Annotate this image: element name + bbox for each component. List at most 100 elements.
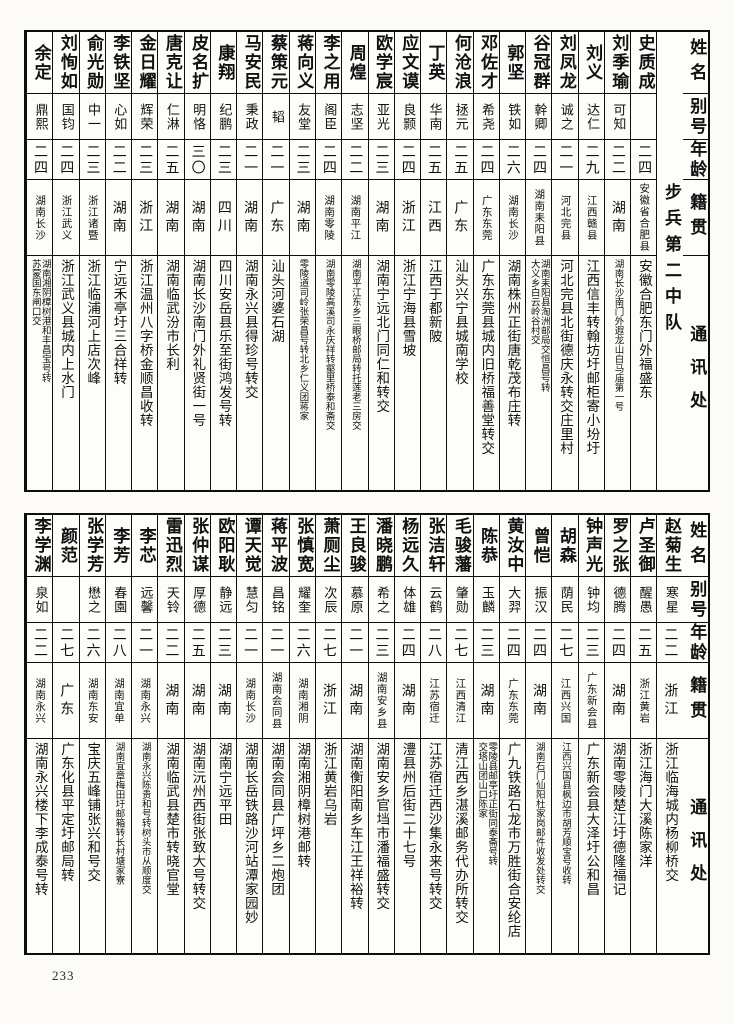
person-name-text: 刘义	[582, 43, 603, 82]
person-column: 皮名扩 明恪 三〇 湖南 湖南长沙南门外礼贤街一号	[183, 32, 210, 490]
header-name-text: 姓名	[686, 37, 707, 88]
person-native-place: 湖南永兴	[27, 663, 53, 739]
person-native-place: 浙江	[316, 663, 342, 739]
person-native-place: 湖南平江	[342, 180, 368, 256]
person-name: 毛骏藩	[447, 515, 473, 577]
person-native-place-text: 湖南	[189, 682, 206, 719]
person-name-text: 欧学宸	[372, 34, 393, 91]
person-native-place-text: 浙江诸暨	[86, 194, 99, 241]
person-alias: 鼎熙	[27, 94, 53, 140]
person-name: 陈恭	[473, 515, 499, 577]
person-alias: 体雄	[394, 577, 421, 623]
person-native-place: 湖南会同县	[263, 663, 289, 739]
person-age-text: 二五	[636, 626, 653, 659]
person-age-text: 二二	[110, 143, 127, 176]
person-name: 钟声光	[578, 515, 604, 577]
person-name: 谷冠群	[526, 32, 552, 94]
person-name: 皮名扩	[184, 32, 210, 94]
person-age-text: 二四	[399, 626, 416, 659]
person-age: 二九	[578, 140, 604, 180]
person-name-text: 张洁轩	[424, 517, 445, 574]
person-age-text: 二二	[347, 143, 364, 176]
person-native-place-text: 湖南	[242, 199, 259, 236]
person-name-text: 蔡策元	[266, 34, 287, 91]
person-alias-text: 昌铭	[268, 585, 284, 614]
person-age: 二四	[394, 623, 421, 663]
person-native-place: 湖南	[342, 663, 368, 739]
person-age: 二二	[342, 140, 368, 180]
person-address: 广东化县平定圩邮局转	[53, 739, 78, 953]
person-native-place-text: 湖南长沙	[506, 194, 519, 241]
person-age-text: 二五	[163, 143, 180, 176]
person-name: 颜范	[53, 515, 79, 577]
person-native-place: 湖南长沙	[237, 663, 263, 739]
person-age: 二二	[105, 140, 132, 180]
person-name-text: 赵菊生	[660, 517, 681, 574]
person-address-text: 广九铁路石龙市万胜街合安纶店	[504, 742, 521, 938]
person-age: 二七	[316, 623, 342, 663]
person-age-text: 二七	[58, 626, 75, 659]
person-age-text: 二四	[478, 143, 495, 176]
person-age: 二四	[473, 140, 499, 180]
person-address-split: 湖南耒阳县淘洲邮局交恒昌号转 大义乡白云岭谷村交	[526, 259, 551, 489]
person-alias-text: 希之	[373, 585, 389, 614]
person-column: 杨远久 体雄 二四 湖南 澧县州后街二十七号	[393, 515, 421, 953]
person-native-place: 浙江	[657, 663, 683, 739]
person-column: 萧厕尘 次辰 二七 浙江 浙江黄岩乌岩	[315, 515, 342, 953]
person-native-place: 江西	[421, 180, 447, 256]
person-name-text: 丁英	[424, 43, 445, 82]
person-alias-text: 国钧	[58, 102, 74, 131]
person-alias: 达仁	[578, 94, 604, 140]
person-address-text: 交塔山团山口陈家	[476, 742, 488, 818]
person-name: 张慎宽	[289, 515, 316, 577]
person-address-text: 湖南会同县广坪乡二炮团	[268, 742, 285, 896]
person-age-text: 二四	[32, 143, 48, 176]
person-address: 浙江黄岩乌岩	[316, 739, 341, 953]
person-age: 二八	[421, 623, 447, 663]
person-alias: 泉如	[27, 577, 53, 623]
person-native-place-text: 浙江	[662, 682, 679, 719]
person-address: 浙江海门大溪陈家洋	[631, 739, 656, 953]
person-name-text: 张学芳	[83, 517, 104, 574]
person-alias-text: 中一	[85, 102, 101, 131]
person-native-place: 浙江	[394, 180, 421, 256]
person-native-place: 湖南零陵	[316, 180, 342, 256]
person-name-text: 王良骏	[345, 517, 366, 574]
person-name: 刘凤龙	[552, 32, 578, 94]
person-alias: 次辰	[316, 577, 342, 623]
person-column: 欧阳耿 静远 二三 湖南 湖南宁远平田	[209, 515, 237, 953]
person-address-text: 湖南湘阴樟树港和丰昌宝号转	[39, 259, 51, 383]
person-alias: 远馨	[132, 577, 158, 623]
person-name: 唐克让	[158, 32, 184, 94]
person-alias-text: 云鹤	[426, 585, 442, 614]
person-age: 二七	[552, 623, 578, 663]
person-address: 零陵县邮亭圩正街同泰斋号转 交塔山团山口陈家	[474, 739, 499, 953]
person-name-text: 胡森	[555, 526, 576, 565]
person-age-text: 三〇	[189, 143, 206, 176]
person-name-text: 李芯	[135, 526, 156, 565]
person-native-place: 广东新会县	[578, 663, 604, 739]
person-address: 浙江武义县城内上水门	[53, 256, 78, 490]
person-age-text: 二一	[242, 626, 259, 659]
person-alias-text: 肇勋	[452, 585, 468, 614]
person-name: 谭天觉	[237, 515, 263, 577]
person-age: 二一	[237, 140, 263, 180]
person-address-split: 湖南湘阴樟树港和丰昌宝号转 苏蒙国东闸口交	[27, 259, 52, 489]
person-address-text: 江西兴国县枫边市胡芳顺宝号收转	[560, 742, 572, 885]
person-address-text: 湖南临武县楚市转晓官堂	[163, 742, 180, 896]
person-column: 胡森 荫民 二七 江西兴国 江西兴国县枫边市胡芳顺宝号收转	[551, 515, 578, 953]
person-alias: 云鹤	[421, 577, 447, 623]
person-age: 二三	[210, 623, 237, 663]
person-name-text: 周煌	[345, 43, 366, 82]
person-native-place: 湖南	[184, 180, 210, 256]
person-address-text: 湖南零陵高溪司永庆祥转壑里桥泰和斋交	[323, 259, 335, 430]
person-name: 李芳	[105, 515, 132, 577]
person-alias: 良颢	[394, 94, 421, 140]
person-native-place-text: 湖南宜单	[112, 677, 125, 724]
person-address-text: 湖南临武汾市长利	[163, 259, 180, 371]
person-address: 浙江临浦河上店次峰	[80, 256, 105, 490]
person-native-place-text: 湖南	[215, 682, 232, 719]
person-alias: 慧匀	[237, 577, 263, 623]
person-name-text: 张慎宽	[293, 517, 314, 574]
person-native-place: 湖南	[526, 663, 552, 739]
